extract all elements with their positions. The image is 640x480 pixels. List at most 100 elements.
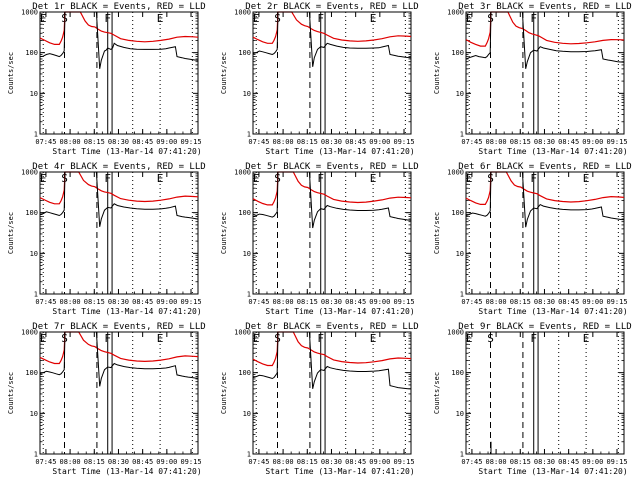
plot-frame [39,11,199,135]
x-tick-label: 07:45 [248,458,269,466]
x-axis-title: Start Time (13-Mar-14 07:41:20) [478,147,627,156]
panel-title: Det 8r BLACK = Events, RED = LLD [245,322,418,332]
x-axis-title: Start Time (13-Mar-14 07:41:20) [52,307,201,316]
marker-label: E [370,172,377,185]
detector-panel-3: Det 3r BLACK = Events, RED = LLD 1 10 100 10… [426,0,639,160]
y-tick-label: 100 [238,49,251,57]
x-tick-label: 07:45 [461,138,482,146]
events-series-line [252,11,412,67]
marker-label: E [370,12,377,25]
panel-plot: Det 6r BLACK = Events, RED = LLD 1 10 100 10… [433,162,632,316]
x-tick-label: 08:30 [534,458,555,466]
y-tick-label: 10 [456,250,464,258]
x-axis-title: Start Time (13-Mar-14 07:41:20) [478,467,627,476]
x-tick-label: 09:00 [369,138,390,146]
lld-series-line [252,331,412,367]
panel-title: Det 7r BLACK = Events, RED = LLD [32,322,205,332]
x-tick-label: 08:00 [273,138,294,146]
y-tick-label: 1 [247,451,251,459]
x-tick-label: 09:15 [606,298,627,306]
marker-label: E [253,12,260,25]
y-tick-label: 10 [456,90,464,98]
lld-series-line [39,331,199,365]
y-axis-title: Counts/sec [433,212,441,254]
detector-panel-1: Det 1r BLACK = Events, RED = LLD 1 10 100 10… [0,0,213,160]
y-tick-label: 1 [247,291,251,299]
marker-label: E [40,332,47,345]
x-axis-title: Start Time (13-Mar-14 07:41:20) [52,467,201,476]
panel-title: Det 1r BLACK = Events, RED = LLD [32,2,205,12]
x-tick-label: 07:45 [35,458,56,466]
marker-label: F [317,332,324,345]
y-axis-title: Counts/sec [7,212,15,254]
x-tick-label: 09:15 [606,138,627,146]
y-tick-label: 10 [30,250,38,258]
x-tick-label: 08:45 [132,458,153,466]
x-tick-label: 08:30 [321,298,342,306]
panel-plot: Det 3r BLACK = Events, RED = LLD 1 10 100 10… [433,2,632,156]
y-tick-label: 1 [460,291,464,299]
plot-frame [39,331,199,455]
marker-label: F [530,332,537,345]
x-tick-label: 08:30 [534,138,555,146]
marker-label: F [317,12,324,25]
marker-label: F [104,12,111,25]
x-tick-label: 09:00 [156,458,177,466]
x-tick-label: 08:15 [297,298,318,306]
y-tick-label: 1000 [447,329,464,337]
x-tick-label: 08:15 [510,298,531,306]
x-tick-label: 08:45 [132,138,153,146]
lld-series-line [39,11,199,46]
x-tick-label: 08:00 [486,138,507,146]
x-tick-label: 07:45 [248,298,269,306]
x-tick-label: 08:00 [486,458,507,466]
detector-panel-7: Det 7r BLACK = Events, RED = LLD 1 10 100 10… [0,320,213,480]
x-tick-label: 09:15 [393,458,414,466]
detector-panel-6: Det 6r BLACK = Events, RED = LLD 1 10 100 10… [426,160,639,320]
x-tick-label: 07:45 [35,298,56,306]
x-tick-label: 08:45 [132,298,153,306]
panel-title: Det 9r BLACK = Events, RED = LLD [458,322,631,332]
y-tick-label: 100 [451,49,464,57]
x-axis-title: Start Time (13-Mar-14 07:41:20) [52,147,201,156]
y-tick-label: 10 [243,90,251,98]
x-tick-label: 09:00 [582,458,603,466]
x-axis-title: Start Time (13-Mar-14 07:41:20) [265,147,414,156]
panel-title: Det 5r BLACK = Events, RED = LLD [245,162,418,172]
x-tick-label: 08:45 [558,298,579,306]
marker-label: E [157,172,164,185]
plot-frame [465,11,625,135]
y-tick-label: 1 [34,291,38,299]
y-axis-title: Counts/sec [220,52,228,94]
x-tick-label: 09:15 [606,458,627,466]
marker-label: E [583,332,590,345]
marker-label: E [157,12,164,25]
panel-plot: Det 5r BLACK = Events, RED = LLD 1 10 100 10… [220,162,419,316]
events-series-line [465,11,625,69]
x-tick-label: 08:00 [273,458,294,466]
y-tick-label: 100 [25,49,38,57]
x-tick-label: 08:30 [321,138,342,146]
x-tick-label: 09:00 [156,298,177,306]
y-tick-label: 1000 [447,169,464,177]
plot-frame [465,171,625,295]
detector-panel-8: Det 8r BLACK = Events, RED = LLD 1 10 100 10… [213,320,426,480]
y-tick-label: 100 [238,209,251,217]
plot-frame [39,171,199,295]
events-series-line [465,171,625,228]
x-tick-label: 07:45 [461,298,482,306]
y-tick-label: 100 [238,369,251,377]
x-tick-label: 09:15 [180,298,201,306]
plot-frame [465,331,625,455]
x-tick-label: 09:00 [582,298,603,306]
x-tick-label: 08:00 [486,298,507,306]
y-tick-label: 10 [30,90,38,98]
y-tick-label: 1000 [21,329,38,337]
x-tick-label: 08:30 [108,458,129,466]
y-tick-label: 1000 [234,169,251,177]
x-tick-label: 08:00 [60,458,81,466]
x-tick-label: 09:00 [582,138,603,146]
y-tick-label: 10 [456,410,464,418]
y-tick-label: 1000 [21,169,38,177]
x-tick-label: 08:00 [60,138,81,146]
